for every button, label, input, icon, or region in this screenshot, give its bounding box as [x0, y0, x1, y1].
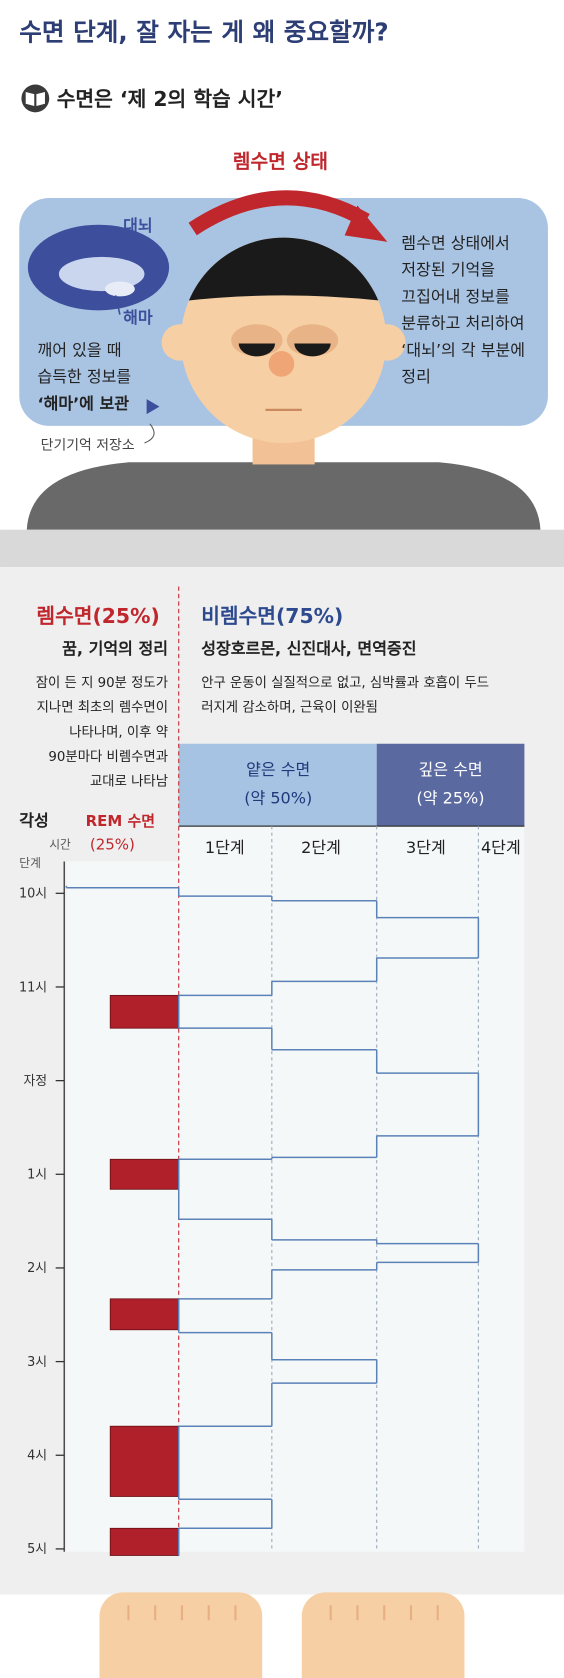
stage-label: 2단계 — [301, 838, 341, 857]
toes — [127, 1605, 439, 1621]
brain-label: 해마 — [123, 308, 153, 327]
right-note-line: 저장된 기억을 — [401, 260, 495, 279]
light-sleep-label: 얕은 수면 — [246, 760, 310, 779]
rem-description-line: 교대로 나타남 — [90, 773, 168, 789]
rem-description-line: 지나면 최초의 렘수면이 — [37, 700, 168, 716]
hippocampus-pointer — [114, 295, 121, 315]
stage-header-band — [178, 826, 525, 862]
rem-block — [109, 1298, 180, 1331]
book-icon — [21, 84, 50, 113]
rem-block — [109, 994, 180, 1029]
right-note-line: 정리 — [401, 367, 431, 386]
rem-block — [109, 1158, 180, 1190]
rem-share: (25%) — [90, 836, 135, 854]
eye — [238, 343, 276, 357]
rem-state-label: 렘수면 상태 — [233, 150, 328, 173]
rem-block — [109, 1425, 180, 1497]
light-sleep-box — [178, 743, 377, 827]
stage-label: 1단계 — [205, 838, 245, 857]
foot — [301, 1592, 465, 1678]
caption-pointer — [144, 423, 155, 444]
left-note-line: ‘해마’에 보관 — [37, 394, 129, 413]
brain-pointer — [95, 226, 119, 239]
foot — [99, 1592, 263, 1678]
y-tick-label: 11시 — [19, 980, 47, 995]
book-icon-pages — [25, 92, 45, 106]
y-tick-label: 5시 — [27, 1542, 47, 1557]
shoulders — [26, 462, 541, 530]
hippocampus — [104, 281, 135, 297]
rem-arrowhead — [344, 205, 388, 242]
left-note-line: 습득한 정보를 — [37, 367, 131, 386]
right-note-line: ‘대뇌’의 각 부분에 — [401, 340, 525, 359]
y-tick-label: 10시 — [19, 887, 47, 902]
y-tick-label: 4시 — [27, 1449, 47, 1464]
rem-block — [109, 1527, 180, 1556]
left-note-line: 깨어 있을 때 — [37, 340, 121, 359]
stage-label: 4단계 — [481, 838, 521, 857]
rem-description-line: 나타나며, 이후 약 — [69, 724, 168, 740]
rem-description-line: 90분마다 비렘수면과 — [48, 749, 168, 765]
y-tick-label: 3시 — [27, 1355, 47, 1370]
eye — [294, 343, 331, 357]
note-arrow — [146, 399, 160, 415]
right-note-line: 렘수면 상태에서 — [401, 233, 509, 252]
nrem-description-line: 러지게 감소하며, 근육이 이완됨 — [201, 700, 378, 716]
left-caption: 단기기억 저장소 — [41, 437, 135, 453]
nrem-title: 비렘수면(75%) — [201, 604, 343, 628]
title: 수면 단계, 잘 자는 게 왜 중요할까? — [19, 18, 388, 47]
y-tick-label: 2시 — [27, 1261, 47, 1276]
rem-arrow — [188, 190, 370, 236]
rem-description-line: 잠이 든 지 90분 정도가 — [36, 675, 168, 691]
rem-subtitle: 꿈, 기억의 정리 — [62, 639, 168, 658]
y-tick-label: 1시 — [27, 1168, 47, 1183]
nose — [268, 351, 295, 377]
brain-label: 대뇌 — [123, 216, 153, 235]
divider-band — [0, 529, 564, 568]
hair — [180, 237, 387, 302]
nrem-description-line: 안구 운동이 실질적으로 없고, 심박률과 호흡이 두드 — [201, 675, 489, 691]
nrem-subtitle: 성장호르몬, 신진대사, 면역증진 — [201, 639, 416, 658]
y-tick-label: 자정 — [23, 1074, 47, 1089]
deep-sleep-box — [376, 743, 525, 827]
right-note-line: 끄집어내 정보를 — [401, 287, 509, 306]
stage-label: 각성 — [19, 811, 49, 830]
axis-time-label: 시간 — [49, 838, 71, 852]
stage-label: 3단계 — [406, 838, 446, 857]
axis-stage-label: 단계 — [19, 856, 41, 870]
stage-label: REM 수면 — [86, 812, 155, 830]
deep-sleep-label: 깊은 수면 — [418, 760, 482, 779]
deep-sleep-share: (약 25%) — [417, 789, 485, 808]
rem-title: 렘수면(25%) — [36, 604, 159, 628]
light-sleep-share: (약 50%) — [244, 789, 312, 808]
subtitle: 수면은 ‘제 2의 학습 시간’ — [57, 87, 283, 111]
right-note-line: 분류하고 처리하여 — [401, 314, 524, 333]
